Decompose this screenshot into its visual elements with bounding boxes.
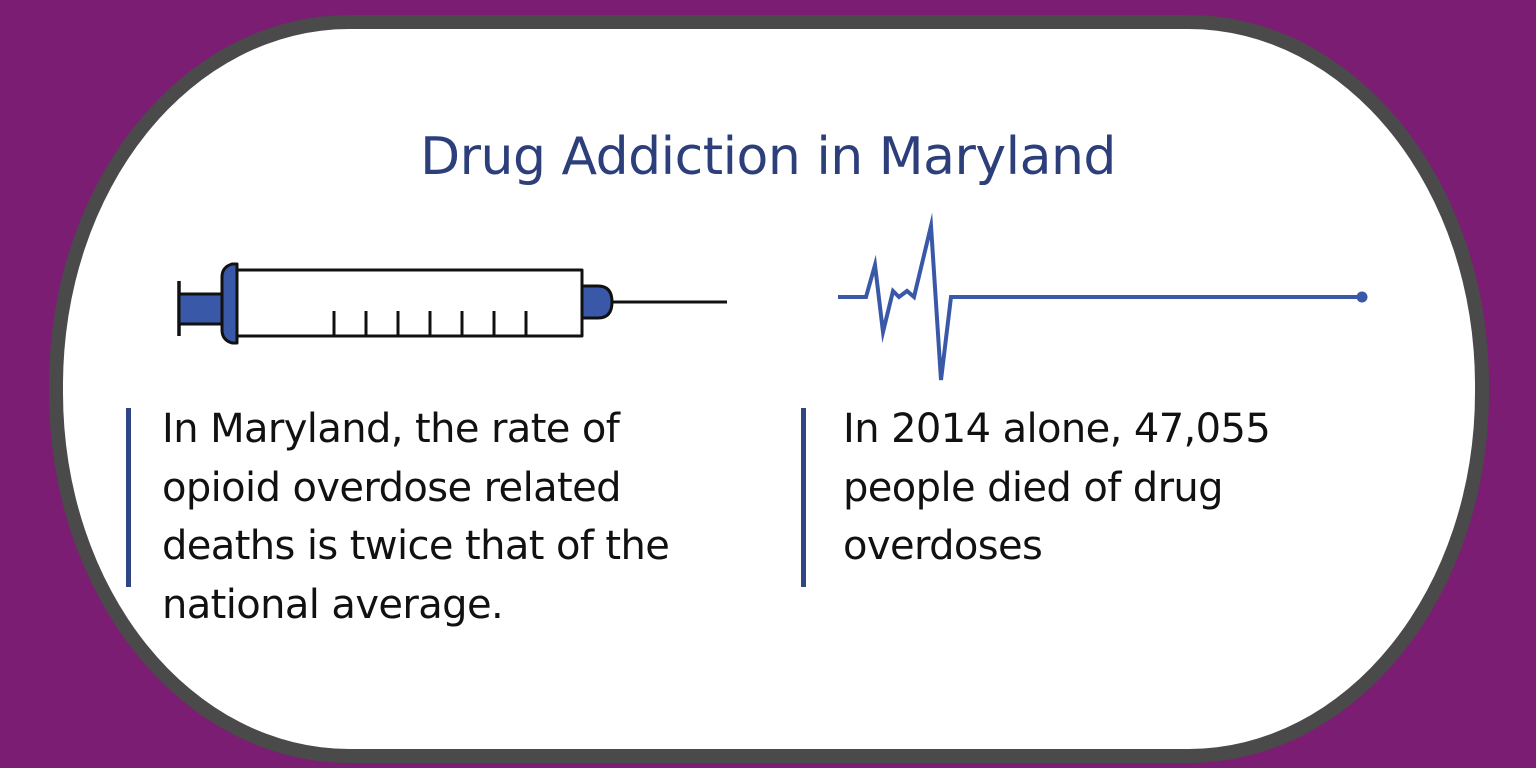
fact-line: people died of drug: [843, 464, 1224, 511]
fact-line: overdoses: [843, 523, 1043, 569]
fact-line: opioid overdose related: [162, 464, 621, 511]
page-title: Drug Addiction in Maryland: [420, 127, 1116, 187]
fact-accent-bar-left: [126, 408, 131, 587]
fact-line: In 2014 alone, 47,055: [843, 406, 1271, 452]
fact-overdose-deaths: In 2014 alone, 47,055 people died of dru…: [843, 400, 1271, 576]
fact-accent-bar-right: [801, 408, 806, 587]
fact-line: deaths is twice that of the: [162, 523, 670, 569]
fact-line: national average.: [162, 581, 504, 628]
fact-line: In Maryland, the rate of: [162, 406, 620, 452]
fact-opioid-rate: In Maryland, the rate of opioid overdose…: [162, 400, 670, 634]
